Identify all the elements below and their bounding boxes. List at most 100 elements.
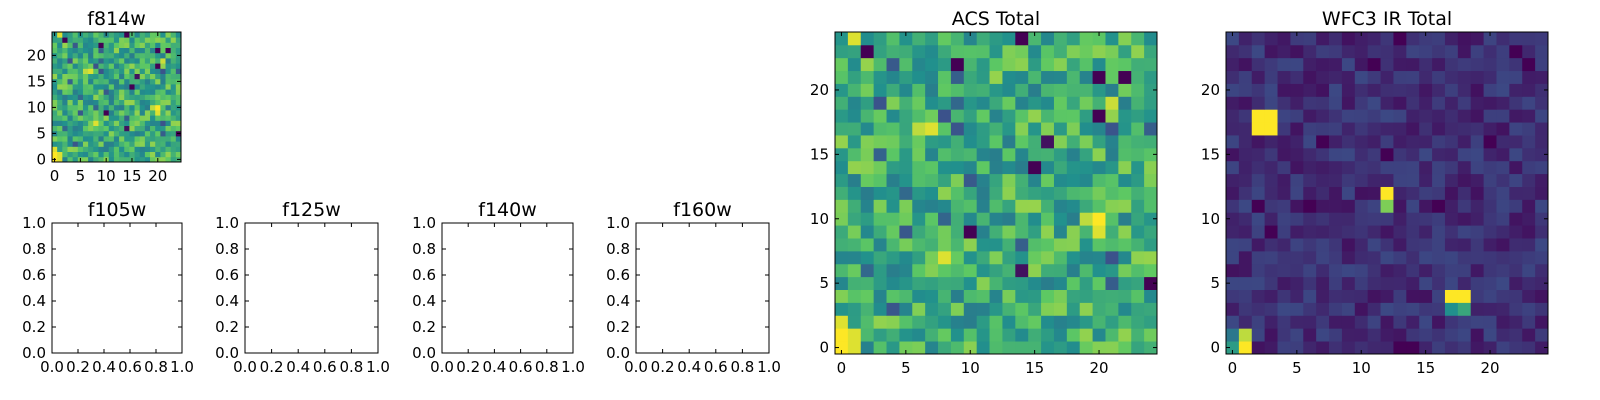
heatmap-cell <box>103 125 110 132</box>
heatmap-cell <box>1496 263 1510 278</box>
heatmap-cell <box>175 94 182 100</box>
x-tick-label: 0.0 <box>624 358 648 376</box>
heatmap-cell <box>1290 83 1304 97</box>
heatmap-cell <box>103 94 110 100</box>
heatmap-cell <box>160 52 166 59</box>
heatmap-cell <box>1251 70 1266 84</box>
heatmap-cell <box>175 42 182 48</box>
heatmap-cell <box>1329 186 1343 200</box>
heatmap-cell <box>1015 32 1029 46</box>
heatmap-cell <box>886 289 900 303</box>
heatmap-cell <box>155 47 161 54</box>
heatmap-cell <box>1226 341 1240 355</box>
heatmap-cell <box>52 125 58 132</box>
panel-title: ACS Total <box>952 8 1040 30</box>
heatmap-cell <box>1457 186 1472 200</box>
heatmap-cell <box>963 199 978 213</box>
heatmap-cell <box>139 63 146 69</box>
heatmap-cell <box>1053 341 1068 355</box>
heatmap-cell <box>835 147 849 162</box>
heatmap-cell <box>67 130 74 137</box>
heatmap-cell <box>886 160 900 175</box>
heatmap-cell <box>57 68 63 74</box>
heatmap-cell <box>835 135 849 149</box>
heatmap-cell <box>1002 44 1016 59</box>
heatmap-cell <box>1028 186 1042 200</box>
heatmap-cell <box>938 315 952 329</box>
heatmap-cell <box>144 37 151 43</box>
heatmap-cell <box>1053 212 1068 226</box>
heatmap-cell <box>1079 199 1093 213</box>
heatmap-cell <box>1079 263 1093 278</box>
heatmap-cell <box>1329 147 1343 162</box>
heatmap-cell <box>113 73 120 80</box>
heatmap-cell <box>98 141 104 147</box>
heatmap-cell <box>925 289 939 303</box>
heatmap-cell <box>1367 225 1381 239</box>
heatmap-cell <box>93 63 99 69</box>
heatmap-cell <box>1522 96 1536 110</box>
x-tick-label: 10 <box>1352 359 1371 377</box>
heatmap-cell <box>1264 83 1278 97</box>
heatmap-cell <box>119 130 125 137</box>
heatmap-cell <box>989 186 1003 200</box>
heatmap-cell <box>976 302 990 316</box>
x-tick-label: 0.8 <box>535 358 559 376</box>
heatmap-cell <box>1053 289 1068 303</box>
heatmap-cell <box>1226 328 1240 342</box>
heatmap-cell <box>119 47 125 54</box>
heatmap-cell <box>1105 263 1119 278</box>
y-tick-label: 0.6 <box>412 266 436 284</box>
heatmap-cell <box>1444 122 1459 136</box>
heatmap-cell <box>134 63 141 69</box>
heatmap-cell <box>1251 135 1266 149</box>
heatmap-cell <box>1367 302 1381 316</box>
heatmap-cell <box>1341 238 1356 252</box>
heatmap-cell <box>155 63 161 69</box>
heatmap-cell <box>1354 225 1369 239</box>
heatmap-cell <box>170 52 177 59</box>
heatmap-cell <box>67 141 74 147</box>
heatmap-cell <box>1496 238 1510 252</box>
heatmap-cell <box>93 94 99 100</box>
heatmap-cell <box>1238 96 1253 110</box>
heatmap-cell <box>938 199 952 213</box>
heatmap-cell <box>67 125 74 132</box>
heatmap-cell <box>1277 315 1291 329</box>
heatmap-cell <box>860 44 875 59</box>
heatmap-cell <box>886 44 900 59</box>
heatmap-cell <box>113 99 120 106</box>
heatmap-cell <box>108 73 115 80</box>
heatmap-cell <box>144 58 151 64</box>
heatmap-cell <box>1028 225 1042 239</box>
heatmap-cell <box>150 146 156 152</box>
heatmap-cell <box>77 99 84 106</box>
heatmap-cell <box>1118 289 1132 303</box>
heatmap-cell <box>129 63 135 69</box>
heatmap-cell <box>160 32 166 38</box>
heatmap-cell <box>88 78 94 85</box>
heatmap-cell <box>160 104 166 111</box>
heatmap-cell <box>1144 263 1158 278</box>
heatmap-cell <box>1483 250 1497 265</box>
heatmap-cell <box>144 156 151 163</box>
heatmap-cell <box>93 37 99 43</box>
heatmap-cell <box>160 136 166 142</box>
heatmap-cell <box>82 115 89 121</box>
heatmap-cell <box>108 115 115 121</box>
heatmap-cell <box>1367 276 1381 290</box>
y-tick-label: 0.8 <box>215 240 239 258</box>
heatmap-cell <box>139 89 146 95</box>
x-tick-label: 10 <box>97 167 116 185</box>
heatmap-cell <box>1329 250 1343 265</box>
heatmap-cell <box>1316 212 1330 226</box>
heatmap-cell <box>139 68 146 74</box>
heatmap-cell <box>93 130 99 137</box>
heatmap-cell <box>899 289 913 303</box>
heatmap-cell <box>62 47 68 54</box>
heatmap-cell <box>938 173 952 187</box>
heatmap-cell <box>1303 44 1317 59</box>
axes-frame <box>441 222 574 354</box>
heatmap-cell <box>1354 289 1369 303</box>
heatmap-cell <box>93 146 99 152</box>
